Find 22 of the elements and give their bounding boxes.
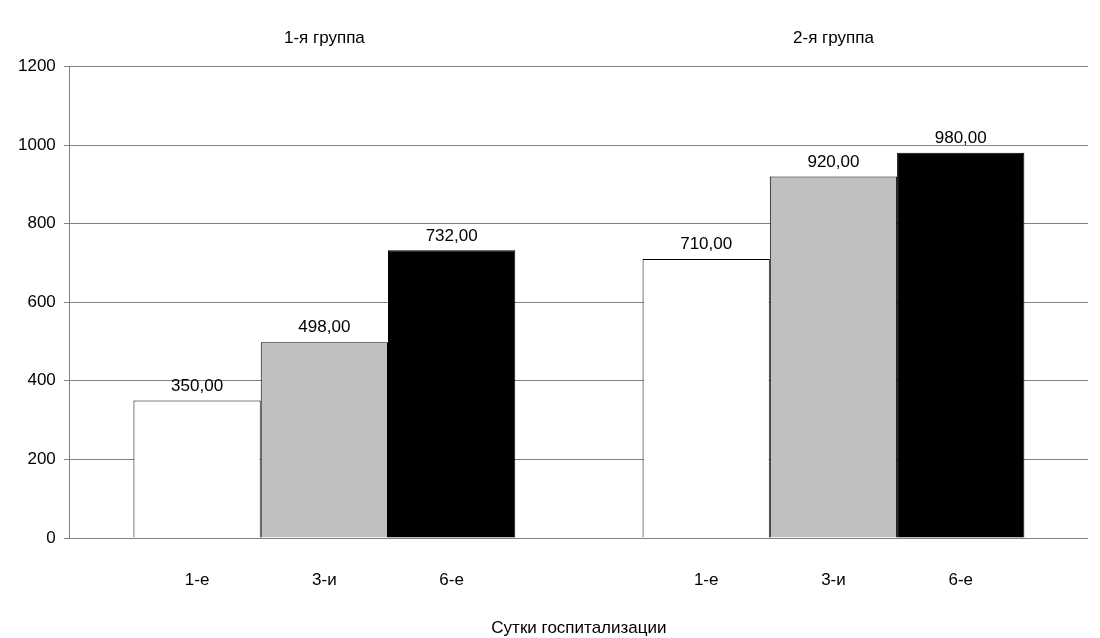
data-label: 710,00: [680, 234, 733, 254]
text: 6-е: [948, 569, 974, 589]
data-label: 498,00: [298, 317, 351, 337]
y-tick-label: 400: [27, 370, 56, 390]
y-tick-label: 800: [27, 213, 56, 233]
y-tick-label: 0: [46, 527, 56, 547]
series-label: 3-и: [312, 569, 337, 589]
y-tick-label: 1000: [17, 134, 56, 154]
y-tick-label: 200: [27, 449, 56, 469]
y-tick-label: 600: [27, 291, 56, 311]
x-tick-label: 2-я группа: [793, 27, 875, 47]
data-label: 920,00: [807, 151, 860, 171]
text: 3-и: [821, 569, 846, 589]
data-label: 980,00: [934, 128, 987, 148]
text: 1-е: [693, 569, 719, 589]
data-label: 732,00: [425, 225, 478, 245]
x-axis-title: Сутки госпитализации: [491, 617, 667, 637]
series-label: 1-е: [184, 569, 210, 589]
series-label: 6-е: [439, 569, 464, 589]
data-label: 350,00: [171, 375, 224, 395]
x-tick-label: 1-я группа: [283, 27, 366, 47]
y-tick-label: 1200: [17, 56, 56, 76]
